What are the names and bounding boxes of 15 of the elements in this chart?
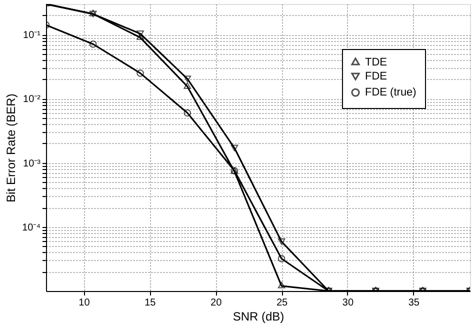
x-tick-label: 30 <box>342 298 354 308</box>
x-tick-label: 25 <box>276 298 288 308</box>
y-tick-label: 10⁻¹ <box>23 30 42 42</box>
y-tick-label: 10⁻³ <box>23 158 42 170</box>
x-tick-label: 10 <box>78 298 90 308</box>
x-tick-label: 35 <box>408 298 420 308</box>
x-tick-label: 15 <box>144 298 156 308</box>
legend-label: FDE <box>365 70 387 82</box>
y-axis-title: Bit Error Rate (BER) <box>4 94 18 202</box>
x-axis-title: SNR (dB) <box>232 310 284 324</box>
y-tick-label: 10⁻⁴ <box>22 222 40 234</box>
x-tick-label: 20 <box>210 298 222 308</box>
y-tick-label: 10⁻² <box>23 94 42 106</box>
legend-label: TDE <box>365 56 387 68</box>
legend-label: FDE (true) <box>365 86 416 98</box>
